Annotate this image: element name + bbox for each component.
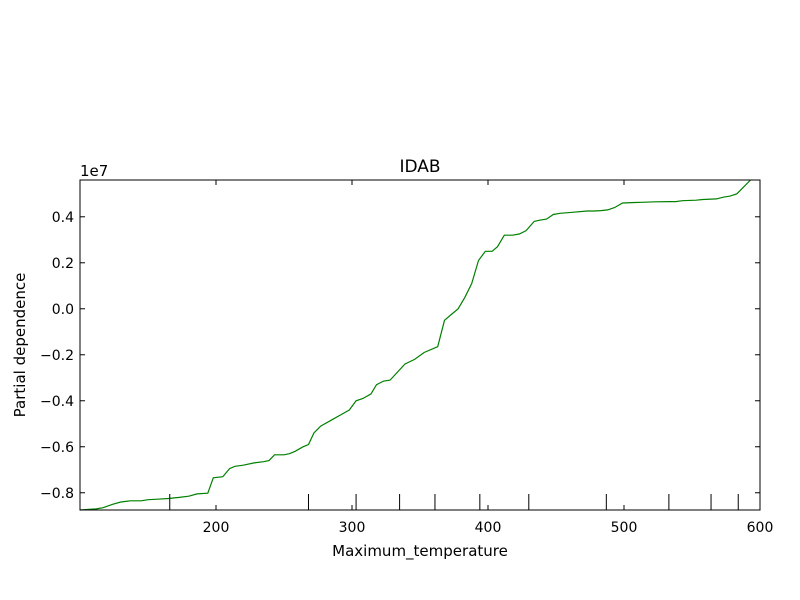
y-tick-label: −0.4 — [40, 394, 74, 410]
y-tick-label: −0.6 — [40, 440, 74, 456]
plot-area — [79, 179, 751, 511]
x-tick-label: 600 — [747, 520, 774, 536]
x-tick-label: 200 — [203, 520, 230, 536]
y-axis-label: Partial dependence — [11, 273, 29, 418]
chart-title: IDAB — [399, 157, 440, 177]
x-axis-label: Maximum_temperature — [332, 542, 508, 561]
rug-marks — [169, 494, 739, 510]
y-tick-label: 0.2 — [52, 256, 74, 272]
x-tick-label: 500 — [611, 520, 638, 536]
y-tick-label: 0.0 — [52, 302, 74, 318]
y-offset-label: 1e7 — [80, 162, 108, 180]
plot-frame — [79, 179, 761, 511]
y-tick-label: 0.4 — [52, 210, 74, 226]
y-tick-label: −0.8 — [40, 486, 74, 502]
x-tick-label: 300 — [339, 520, 366, 536]
series-line — [79, 179, 751, 511]
axis-ticks: 200 300 400 500 600 −0.8 −0.6 −0.4 −0.2 0.0 0.2 0.4 — [40, 180, 773, 536]
x-tick-label: 400 — [475, 520, 502, 536]
y-tick-label: −0.2 — [40, 348, 74, 364]
